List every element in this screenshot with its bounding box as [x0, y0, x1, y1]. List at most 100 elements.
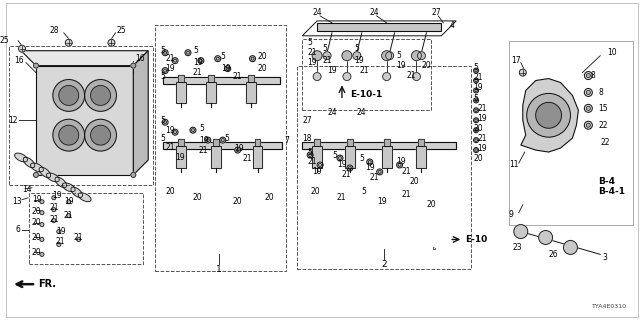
Circle shape: [235, 147, 241, 153]
Text: 19: 19: [193, 58, 203, 67]
Circle shape: [398, 164, 401, 166]
Text: 11: 11: [509, 160, 518, 170]
Circle shape: [474, 68, 479, 73]
Text: 21: 21: [74, 233, 83, 242]
Circle shape: [164, 121, 166, 124]
Circle shape: [57, 243, 61, 246]
Text: 15: 15: [598, 104, 608, 113]
Text: 21: 21: [401, 190, 411, 199]
Text: 19: 19: [32, 195, 42, 204]
Bar: [312, 146, 322, 168]
Circle shape: [131, 63, 136, 68]
Circle shape: [584, 104, 592, 112]
Text: 21: 21: [337, 193, 346, 202]
Text: 21: 21: [370, 173, 380, 182]
Text: 21: 21: [50, 215, 60, 224]
Circle shape: [323, 52, 331, 60]
Bar: [302, 142, 456, 148]
Ellipse shape: [55, 177, 67, 188]
Circle shape: [353, 52, 361, 60]
Text: TYA4E0310: TYA4E0310: [592, 304, 627, 309]
Bar: [384, 139, 390, 146]
Circle shape: [226, 67, 229, 70]
Text: 21: 21: [473, 73, 483, 82]
Circle shape: [84, 80, 116, 111]
Text: 3: 3: [602, 253, 607, 262]
Circle shape: [386, 52, 394, 60]
Bar: [176, 82, 186, 103]
Text: 21: 21: [50, 203, 60, 212]
Circle shape: [53, 80, 84, 111]
Polygon shape: [21, 51, 148, 66]
Text: 18: 18: [302, 134, 312, 143]
Bar: [381, 146, 392, 168]
Circle shape: [172, 129, 178, 135]
Text: 21: 21: [307, 48, 317, 57]
Text: 14: 14: [22, 185, 32, 194]
Circle shape: [339, 156, 342, 159]
Bar: [246, 82, 255, 103]
Bar: [253, 146, 262, 168]
Text: 5: 5: [160, 72, 165, 81]
Text: 5: 5: [160, 46, 165, 55]
Circle shape: [584, 88, 592, 96]
Bar: [163, 77, 280, 84]
Text: 19: 19: [52, 191, 61, 200]
Text: 19: 19: [221, 64, 230, 73]
Text: 16: 16: [135, 54, 145, 63]
Circle shape: [33, 172, 38, 177]
Text: 21: 21: [401, 167, 411, 176]
Circle shape: [586, 123, 590, 127]
Polygon shape: [521, 78, 579, 152]
Text: 5: 5: [397, 51, 401, 60]
Circle shape: [381, 51, 392, 61]
Text: 5: 5: [307, 38, 312, 47]
Text: 19: 19: [165, 64, 175, 73]
Bar: [314, 139, 320, 146]
Circle shape: [162, 68, 168, 74]
Ellipse shape: [31, 163, 44, 172]
Text: 19: 19: [312, 167, 322, 176]
Circle shape: [216, 57, 220, 60]
Bar: [255, 139, 260, 146]
Circle shape: [162, 119, 168, 125]
Text: 23: 23: [513, 243, 522, 252]
Text: 21: 21: [406, 71, 416, 80]
Circle shape: [474, 88, 479, 93]
Bar: [178, 75, 184, 82]
Bar: [314, 139, 320, 146]
Circle shape: [413, 73, 420, 81]
Circle shape: [584, 72, 592, 80]
Text: 13: 13: [12, 197, 22, 206]
Circle shape: [527, 93, 570, 137]
Text: 20: 20: [32, 218, 42, 227]
Circle shape: [40, 200, 44, 204]
Text: 21: 21: [307, 157, 317, 166]
Text: 24: 24: [357, 108, 367, 117]
Text: B-4: B-4: [598, 177, 615, 186]
Bar: [312, 146, 322, 168]
Circle shape: [474, 118, 479, 123]
Bar: [347, 139, 353, 146]
Circle shape: [377, 169, 383, 175]
Text: 21: 21: [165, 143, 175, 152]
Circle shape: [40, 223, 44, 227]
Ellipse shape: [39, 167, 51, 178]
Circle shape: [164, 51, 166, 54]
Text: 21: 21: [64, 211, 74, 220]
Text: 22: 22: [600, 138, 610, 147]
Text: 20: 20: [193, 193, 203, 202]
Text: 21: 21: [243, 154, 252, 163]
Text: 4: 4: [449, 21, 454, 30]
Circle shape: [475, 119, 477, 122]
Circle shape: [367, 159, 372, 165]
Circle shape: [368, 161, 371, 164]
Text: 19: 19: [235, 144, 244, 153]
Circle shape: [412, 51, 421, 61]
Bar: [208, 75, 214, 82]
Bar: [163, 142, 282, 148]
Circle shape: [33, 63, 38, 68]
Text: 8: 8: [598, 88, 603, 97]
Bar: [163, 77, 280, 84]
Bar: [246, 82, 255, 103]
